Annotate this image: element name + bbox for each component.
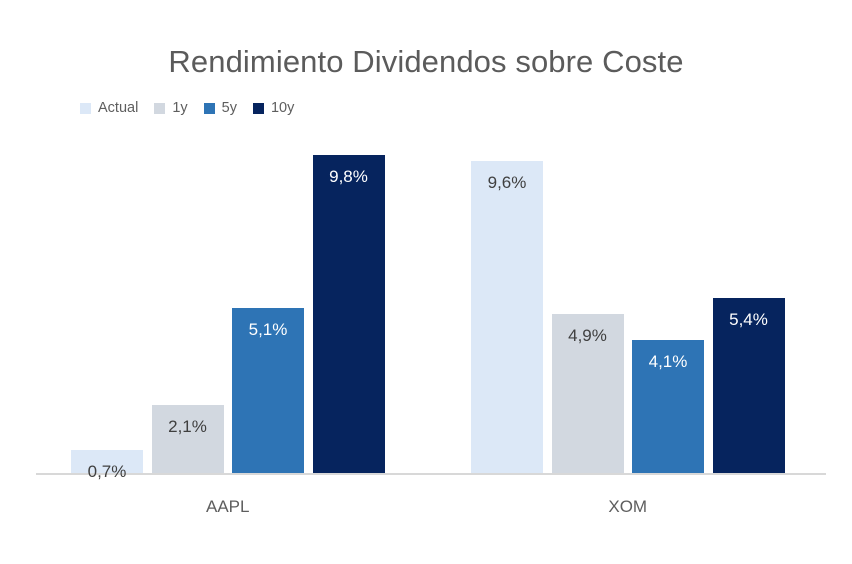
bar-value-label: 2,1% <box>168 416 207 436</box>
bar-aapl-10y[interactable]: 9,8% <box>312 154 385 473</box>
legend-swatch-icon <box>203 102 215 114</box>
legend-item-label: 10y <box>270 99 295 116</box>
bar-value-label: 9,8% <box>329 166 368 186</box>
bar-value-label: 5,4% <box>729 309 768 329</box>
x-axis-line <box>36 473 826 475</box>
x-axis-group-label-aapl: AAPL <box>206 497 250 516</box>
bar-aapl-actual[interactable]: 0,7% <box>71 450 143 481</box>
legend-item-actual[interactable]: Actual <box>80 101 138 116</box>
bar-value-label: 4,1% <box>648 351 688 371</box>
legend-item-label: 5y <box>221 99 237 116</box>
bar-xom-10y[interactable]: 5,4% <box>712 297 785 473</box>
legend-item-1y[interactable]: 1y <box>154 99 188 116</box>
legend-item-5y[interactable]: 5y <box>203 99 237 116</box>
legend-item-10y[interactable]: 10y <box>252 99 295 116</box>
bar-aapl-5y[interactable]: 5,1% <box>232 307 304 473</box>
bar-aapl-1y[interactable]: 2,1% <box>151 404 224 473</box>
bar-value-label: 5,1% <box>248 319 288 339</box>
chart-legend: Actual 1y 5y 10y <box>80 99 294 117</box>
bar-value-label: 0,7% <box>87 462 127 482</box>
legend-item-label: 1y <box>172 99 188 116</box>
bar-xom-5y[interactable]: 4,1% <box>632 339 704 473</box>
legend-item-label: Actual <box>98 99 139 116</box>
legend-swatch-icon <box>80 102 91 114</box>
bar-value-label: 9,6% <box>487 173 527 193</box>
bar-value-label: 4,9% <box>568 325 607 345</box>
bar-xom-1y[interactable]: 4,9% <box>551 313 624 473</box>
legend-swatch-icon <box>252 102 264 114</box>
chart-title: Rendimiento Dividendos sobre Coste <box>168 44 684 79</box>
bar-xom-actual[interactable]: 9,6% <box>471 161 543 473</box>
legend-swatch-icon <box>154 102 166 114</box>
x-axis-group-label-xom: XOM <box>608 497 648 516</box>
